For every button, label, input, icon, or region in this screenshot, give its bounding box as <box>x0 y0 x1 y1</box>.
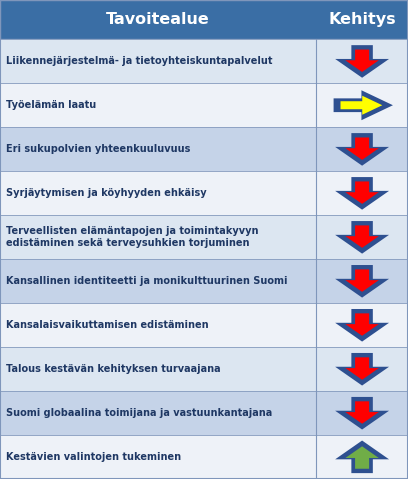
Text: Kansallinen identiteetti ja monikulttuurinen Suomi: Kansallinen identiteetti ja monikulttuur… <box>6 276 288 286</box>
Text: Liikennejärjestelmä- ja tietoyhteiskuntapalvelut: Liikennejärjestelmä- ja tietoyhteiskunta… <box>6 56 273 66</box>
Polygon shape <box>346 401 379 424</box>
FancyBboxPatch shape <box>0 259 408 303</box>
Text: Syrjäytymisen ja köyhyyden ehkäisy: Syrjäytymisen ja köyhyyden ehkäisy <box>6 188 207 198</box>
Text: Terveellisten elämäntapojen ja toimintakyvyn
edistäminen sekä terveysuhkien torj: Terveellisten elämäntapojen ja toimintak… <box>6 226 259 248</box>
Text: Kansalaisvaikuttamisen edistäminen: Kansalaisvaikuttamisen edistäminen <box>6 320 209 330</box>
Polygon shape <box>346 49 379 72</box>
Text: Eri sukupolvien yhteenkuuluvuus: Eri sukupolvien yhteenkuuluvuus <box>6 144 191 154</box>
Text: Talous kestävän kehityksen turvaajana: Talous kestävän kehityksen turvaajana <box>6 364 221 374</box>
FancyBboxPatch shape <box>0 435 408 479</box>
Polygon shape <box>341 443 384 471</box>
Polygon shape <box>335 93 389 117</box>
FancyBboxPatch shape <box>0 39 408 83</box>
FancyBboxPatch shape <box>0 171 408 215</box>
Text: Tavoitealue: Tavoitealue <box>106 12 210 27</box>
FancyBboxPatch shape <box>0 215 408 259</box>
Text: Työelämän laatu: Työelämän laatu <box>6 100 96 110</box>
FancyBboxPatch shape <box>0 83 408 127</box>
Polygon shape <box>341 47 384 76</box>
Polygon shape <box>341 399 384 427</box>
Polygon shape <box>341 179 384 207</box>
Polygon shape <box>341 135 384 164</box>
Polygon shape <box>341 267 384 296</box>
FancyBboxPatch shape <box>0 391 408 435</box>
FancyBboxPatch shape <box>0 347 408 391</box>
Polygon shape <box>346 446 379 469</box>
Polygon shape <box>346 269 379 292</box>
Polygon shape <box>341 355 384 383</box>
Polygon shape <box>346 137 379 160</box>
Polygon shape <box>341 311 384 340</box>
Polygon shape <box>341 96 382 115</box>
FancyBboxPatch shape <box>0 127 408 171</box>
Polygon shape <box>346 357 379 380</box>
FancyBboxPatch shape <box>0 0 408 39</box>
Polygon shape <box>346 226 379 248</box>
Text: Kehitys: Kehitys <box>328 12 396 27</box>
Polygon shape <box>346 182 379 204</box>
Text: Suomi globaalina toimijana ja vastuunkantajana: Suomi globaalina toimijana ja vastuunkan… <box>6 408 273 418</box>
Polygon shape <box>341 223 384 251</box>
FancyBboxPatch shape <box>0 303 408 347</box>
Text: Kestävien valintojen tukeminen: Kestävien valintojen tukeminen <box>6 452 181 462</box>
Polygon shape <box>346 313 379 336</box>
